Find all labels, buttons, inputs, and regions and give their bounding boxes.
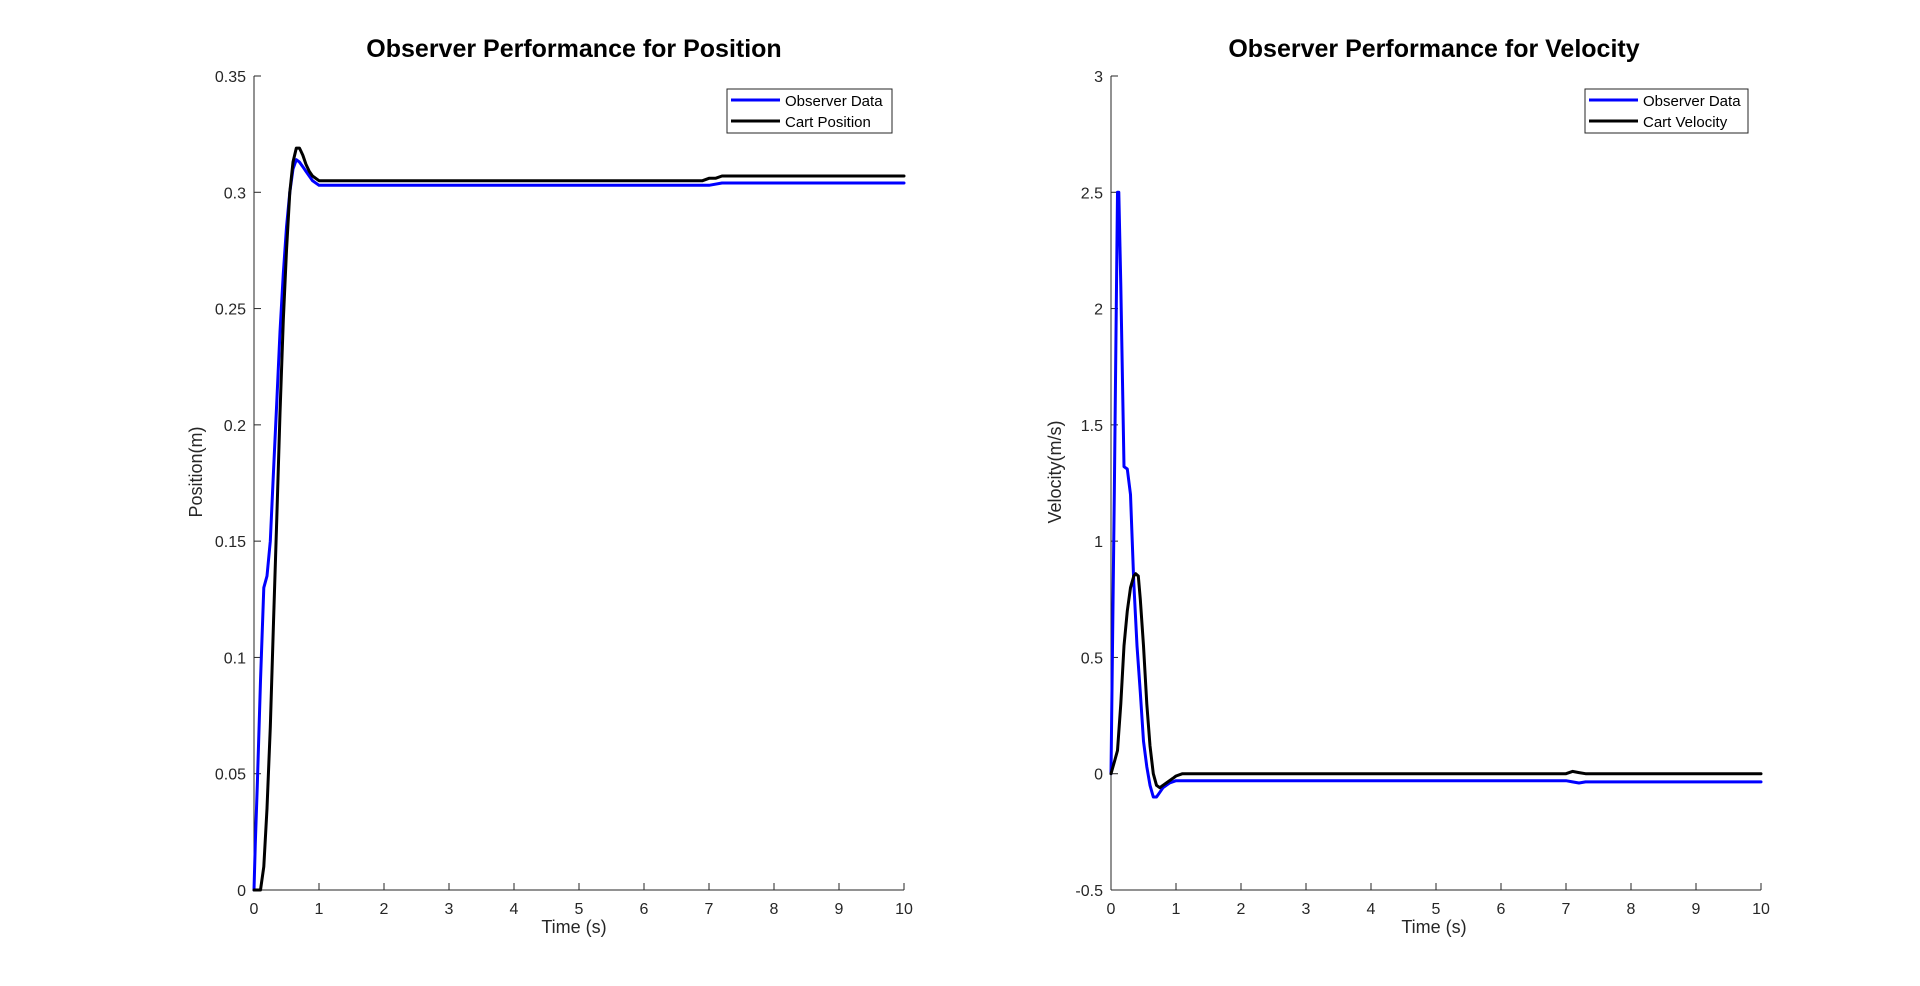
position-legend-label-observer: Observer Data [785,93,883,110]
position-y-tick-label: 0.05 [215,767,246,784]
position-y-tick-label: 0.25 [215,302,246,319]
velocity-legend-box [1584,88,1749,134]
position-y-tick-label: 0.35 [215,69,246,86]
velocity-x-tick-label: 3 [1302,901,1311,918]
velocity-plot-lines [1109,190,1763,799]
position-axes: 0 1 2 3 4 5 6 7 8 9 10 0 0.05 0.1 0.15 0.2 0.25 0.3 0.35 [215,69,913,918]
velocity-series-observer-data-line [1109,190,1763,799]
velocity-chart-title: Observer Performance for Velocity [1228,35,1639,63]
position-x-tick-label: 7 [705,901,714,918]
velocity-y-tick-label: -0.5 [1075,883,1103,900]
velocity-x-tick-label: 1 [1172,901,1181,918]
position-y-tick-label: 0.1 [224,650,246,667]
position-x-axis-label: Time (s) [541,917,606,937]
velocity-chart-panel: Observer Performance for Velocity Time (… [1045,35,1770,937]
position-legend: Observer Data Cart Position [726,88,893,134]
position-series-observer-data-line [252,158,906,892]
velocity-x-tick-label: 6 [1497,901,1506,918]
position-y-tick-label: 0.2 [224,418,246,435]
position-x-tick-label: 9 [835,901,844,918]
velocity-legend: Observer Data Cart Velocity [1584,88,1749,134]
velocity-x-tick-label: 4 [1367,901,1376,918]
velocity-y-tick-label: 1.5 [1081,418,1103,435]
position-x-tick-label: 2 [380,901,389,918]
position-x-tick-label: 8 [770,901,779,918]
position-x-tick-label: 10 [895,901,913,918]
velocity-legend-label-cart: Cart Velocity [1643,114,1728,131]
position-series-cart-line [252,146,906,892]
position-x-tick-label: 6 [640,901,649,918]
velocity-x-tick-label: 7 [1562,901,1571,918]
velocity-y-tick-label: 1 [1094,534,1103,551]
velocity-y-axis-label: Velocity(m/s) [1045,420,1065,523]
velocity-y-tick-label: 0 [1094,767,1103,784]
velocity-x-tick-label: 8 [1627,901,1636,918]
velocity-y-tick-label: 3 [1094,69,1103,86]
position-chart-title: Observer Performance for Position [366,35,781,63]
position-x-tick-label: 0 [250,901,259,918]
velocity-x-tick-label: 2 [1237,901,1246,918]
position-x-tick-label: 3 [445,901,454,918]
velocity-series-cart-line [1109,572,1763,790]
velocity-x-tick-label: 0 [1107,901,1116,918]
position-y-tick-label: 0.15 [215,534,246,551]
velocity-y-tick-label: 0.5 [1081,650,1103,667]
position-x-tick-label: 5 [575,901,584,918]
position-x-tick-label: 4 [510,901,519,918]
velocity-x-tick-label: 5 [1432,901,1441,918]
position-legend-label-cart: Cart Position [785,114,871,131]
position-legend-box [726,88,893,134]
velocity-y-tick-label: 2 [1094,302,1103,319]
position-x-tick-label: 1 [315,901,324,918]
position-plot-lines [252,146,906,892]
velocity-legend-label-observer: Observer Data [1643,93,1741,110]
velocity-x-tick-label: 10 [1752,901,1770,918]
position-y-tick-label: 0.3 [224,185,246,202]
position-y-axis-label: Position(m) [186,426,206,517]
position-chart-panel: Observer Performance for Position Time (… [186,35,913,937]
velocity-x-tick-label: 9 [1692,901,1701,918]
velocity-y-tick-label: 2.5 [1081,185,1103,202]
velocity-x-axis-label: Time (s) [1401,917,1466,937]
position-y-tick-label: 0 [237,883,246,900]
